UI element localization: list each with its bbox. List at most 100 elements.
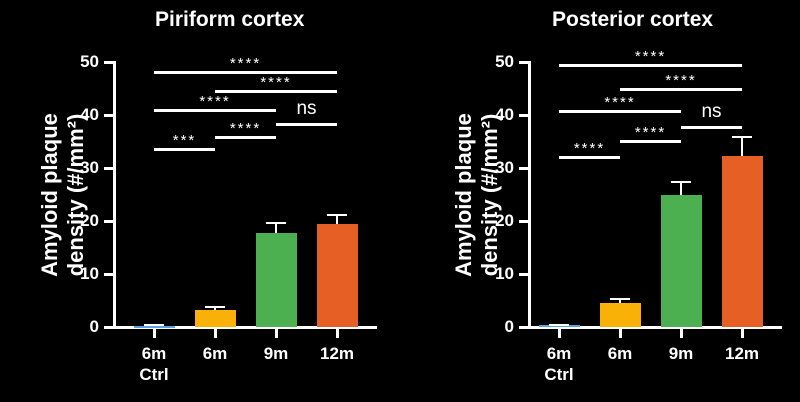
significance-label: **** bbox=[199, 93, 231, 110]
significance-label: ns bbox=[701, 101, 722, 122]
x-tick bbox=[214, 328, 217, 338]
x-tick-label: 12m bbox=[712, 343, 772, 364]
y-tick-label: 10 bbox=[495, 264, 514, 283]
y-tick bbox=[519, 273, 528, 276]
y-tick-label: 40 bbox=[495, 105, 514, 124]
y-tick bbox=[104, 220, 113, 223]
y-tick-label: 40 bbox=[80, 105, 99, 124]
x-tick-label: 9m bbox=[651, 343, 711, 364]
x-axis bbox=[519, 326, 782, 329]
x-tick-label-line1: 9m bbox=[668, 344, 694, 363]
y-tick-label: 50 bbox=[80, 52, 99, 71]
error-bar bbox=[619, 298, 621, 303]
chart-panel-1: Piriform cortex Amyloid plaque density (#/… bbox=[37, 8, 377, 385]
y-tick bbox=[519, 326, 528, 329]
significance-bracket bbox=[215, 90, 337, 93]
y-axis-label-line1: Amyloid plaque bbox=[451, 113, 476, 277]
bar-6m bbox=[599, 302, 641, 327]
bar-6m-ctrl bbox=[133, 325, 175, 328]
chart-title: Piriform cortex bbox=[155, 8, 305, 31]
x-tick-label: 6m bbox=[590, 343, 650, 364]
significance-bracket bbox=[559, 110, 681, 113]
x-tick bbox=[275, 328, 278, 338]
significance-label: **** bbox=[260, 74, 292, 91]
x-tick-label-line1: 6m bbox=[141, 344, 167, 363]
x-tick-label-line2: Ctrl bbox=[139, 365, 169, 384]
y-tick bbox=[104, 273, 113, 276]
error-bar bbox=[214, 306, 216, 311]
significance-label: **** bbox=[634, 48, 667, 65]
x-tick bbox=[336, 328, 339, 338]
significance-label: **** bbox=[634, 124, 667, 141]
y-tick-label: 10 bbox=[80, 264, 99, 283]
significance-label: **** bbox=[604, 94, 636, 111]
y-tick bbox=[104, 114, 113, 117]
y-tick bbox=[104, 167, 113, 170]
significance-bracket bbox=[620, 88, 742, 91]
x-tick bbox=[741, 328, 744, 338]
x-tick bbox=[558, 328, 561, 338]
significance-label: **** bbox=[573, 140, 606, 157]
significance-bracket bbox=[276, 123, 337, 126]
x-tick-label-line1: 6m bbox=[607, 344, 633, 363]
y-tick-label: 0 bbox=[89, 317, 99, 336]
error-bar bbox=[741, 136, 743, 156]
error-bar bbox=[275, 223, 277, 234]
significance-label: **** bbox=[665, 72, 697, 89]
error-bar-cap bbox=[549, 323, 569, 326]
error-bar-cap bbox=[205, 305, 225, 308]
error-bar-cap bbox=[144, 324, 164, 327]
y-tick-label: 20 bbox=[80, 211, 99, 230]
x-tick-label-line1: 6m bbox=[546, 344, 572, 363]
y-tick bbox=[104, 61, 113, 64]
y-axis bbox=[113, 61, 116, 329]
x-tick-label: 12m bbox=[307, 343, 367, 364]
chart-title: Posterior cortex bbox=[552, 8, 714, 31]
y-tick bbox=[519, 220, 528, 223]
y-axis-label-line1: Amyloid plaque bbox=[37, 113, 62, 277]
bar-12m bbox=[316, 224, 358, 327]
x-tick bbox=[619, 328, 622, 338]
significance-label: ns bbox=[296, 98, 317, 119]
x-tick-label-line2: Ctrl bbox=[544, 365, 574, 384]
significance-bracket bbox=[154, 71, 337, 74]
bar-12m bbox=[721, 155, 763, 327]
x-tick-label: 6m bbox=[185, 343, 245, 364]
x-tick bbox=[153, 328, 156, 338]
error-bar-cap bbox=[266, 222, 286, 225]
x-tick-label: 6m Ctrl bbox=[529, 343, 589, 385]
x-tick bbox=[680, 328, 683, 338]
significance-bracket bbox=[154, 109, 276, 112]
x-axis bbox=[104, 326, 377, 329]
significance-bracket bbox=[559, 156, 620, 159]
bar-6m-ctrl bbox=[538, 325, 580, 328]
error-bar-cap bbox=[610, 297, 630, 300]
chart-panel-2: Posterior cortex Amyloid plaque density (#… bbox=[400, 0, 800, 402]
significance-bracket bbox=[154, 148, 215, 151]
bar-9m bbox=[255, 233, 297, 327]
error-bar-cap bbox=[671, 180, 691, 183]
x-tick-label-line1: 12m bbox=[319, 344, 355, 363]
y-tick-label: 0 bbox=[504, 317, 514, 336]
bar-6m bbox=[194, 310, 236, 327]
significance-bracket bbox=[620, 140, 681, 143]
error-bar-cap bbox=[327, 214, 347, 217]
bar-9m bbox=[660, 195, 702, 327]
significance-label: **** bbox=[229, 55, 262, 72]
significance-bracket bbox=[681, 126, 742, 129]
y-tick-label: 50 bbox=[495, 52, 514, 71]
error-bar bbox=[680, 181, 682, 196]
y-tick bbox=[519, 167, 528, 170]
significance-label: *** bbox=[172, 132, 197, 149]
error-bar bbox=[336, 215, 338, 225]
significance-label: **** bbox=[229, 120, 262, 137]
significance-bracket bbox=[215, 136, 276, 139]
error-bar-cap bbox=[732, 135, 752, 138]
x-tick-label-line1: 6m bbox=[202, 344, 228, 363]
significance-bracket bbox=[559, 64, 742, 67]
x-tick-label: 6m Ctrl bbox=[124, 343, 184, 385]
y-tick bbox=[104, 326, 113, 329]
y-tick-label: 30 bbox=[80, 158, 99, 177]
y-tick bbox=[519, 114, 528, 117]
x-tick-label-line1: 12m bbox=[724, 344, 760, 363]
